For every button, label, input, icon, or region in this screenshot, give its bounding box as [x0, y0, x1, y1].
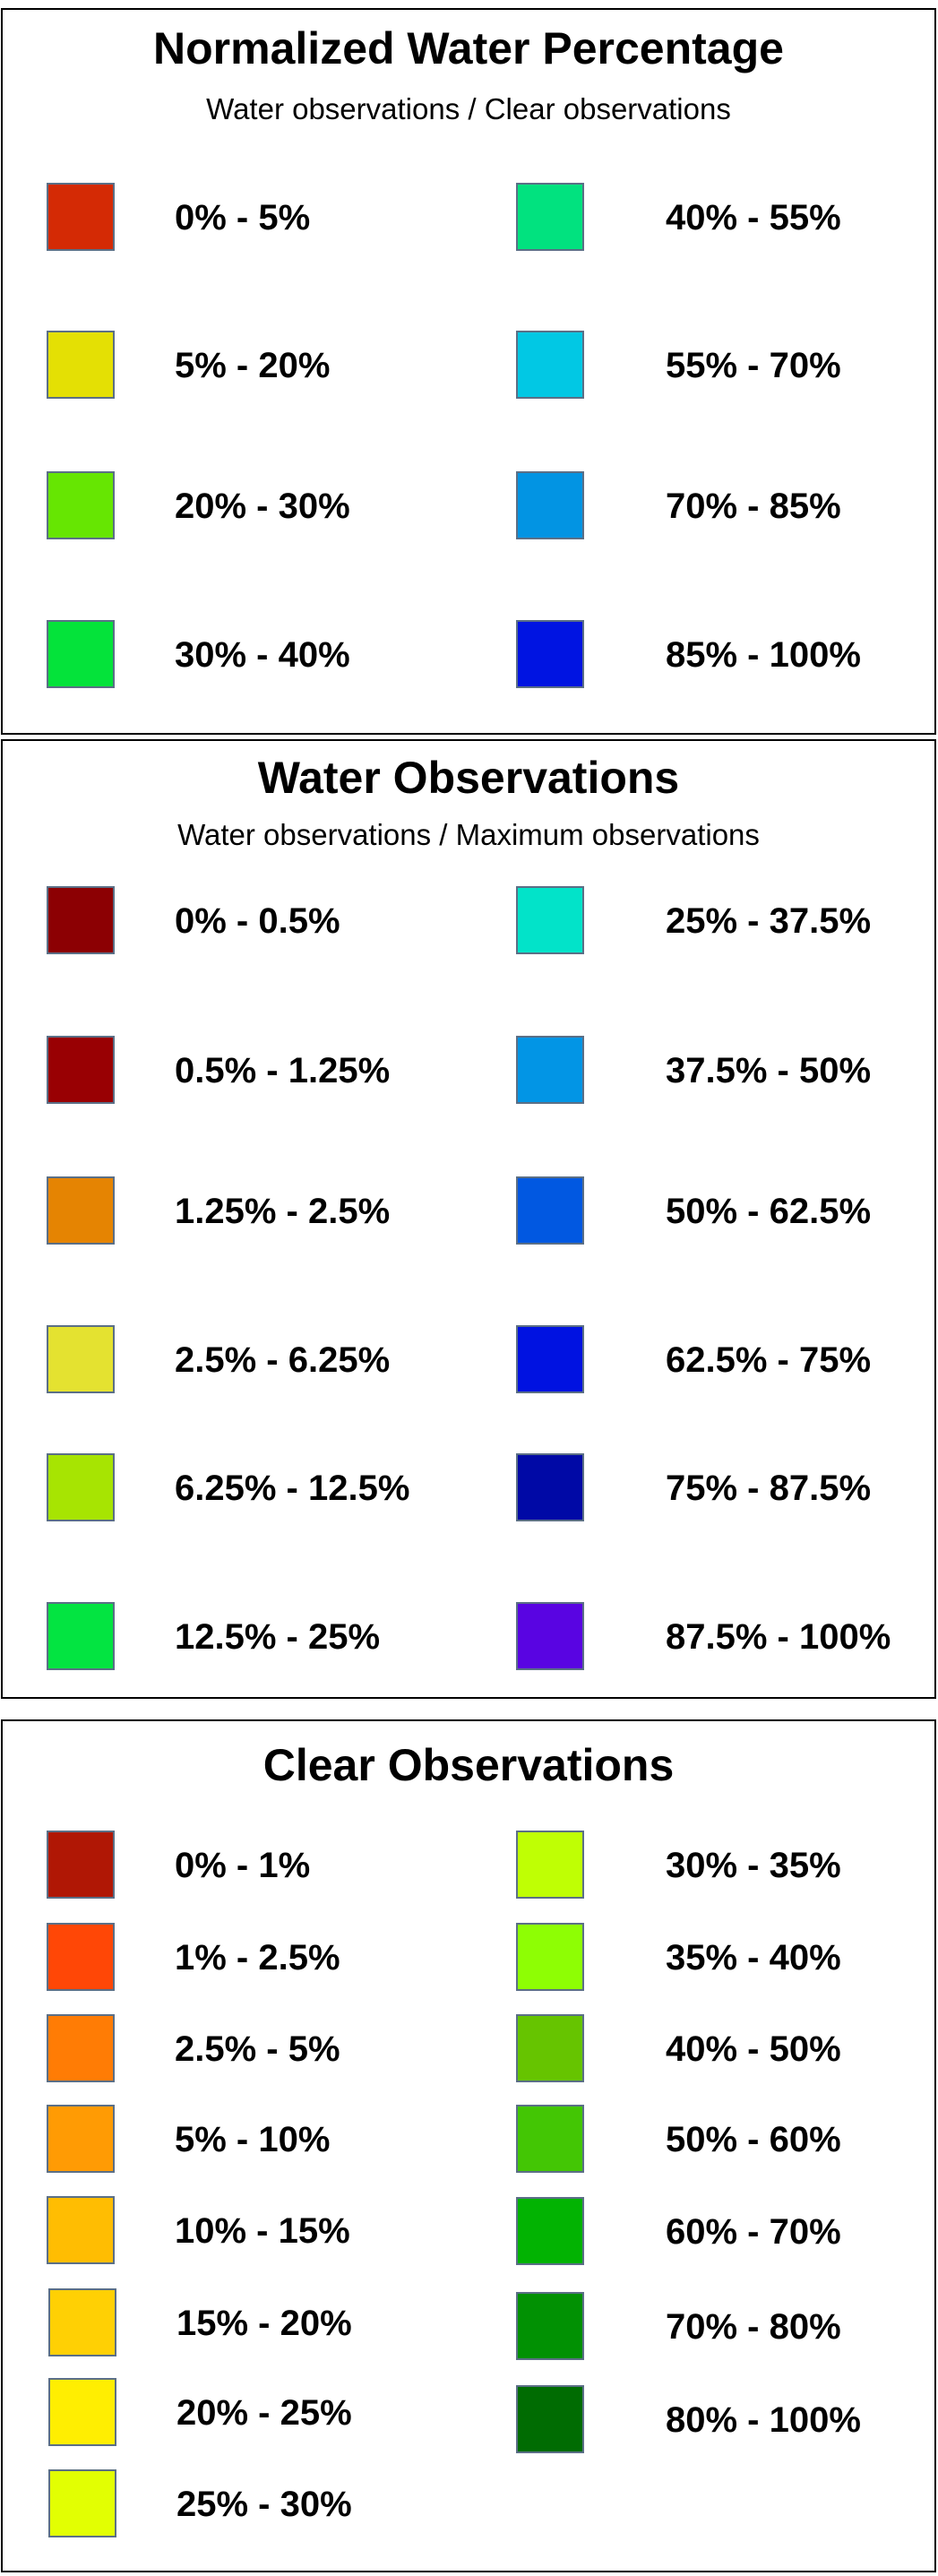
color-swatch: [47, 1325, 115, 1393]
color-swatch: [516, 1923, 584, 1991]
range-label: 70% - 80%: [666, 2307, 841, 2347]
color-swatch: [516, 2197, 584, 2265]
color-swatch: [516, 620, 584, 688]
range-label: 1% - 2.5%: [175, 1938, 340, 1977]
color-swatch: [48, 2469, 116, 2537]
range-label: 0% - 5%: [175, 198, 311, 237]
range-label: 60% - 70%: [666, 2212, 841, 2252]
range-label: 40% - 55%: [666, 198, 841, 237]
range-label: 15% - 20%: [176, 2304, 352, 2343]
range-label: 35% - 40%: [666, 1938, 841, 1977]
color-swatch: [516, 1831, 584, 1899]
color-swatch: [516, 471, 584, 539]
color-swatch: [47, 1036, 115, 1104]
range-label: 50% - 60%: [666, 2120, 841, 2159]
color-swatch: [47, 1831, 115, 1899]
range-label: 5% - 10%: [175, 2120, 331, 2159]
range-label: 30% - 35%: [666, 1846, 841, 1885]
color-swatch: [47, 471, 115, 539]
legend-panel-normalized-water-percentage: Normalized Water Percentage Water observ…: [1, 8, 936, 735]
range-label: 50% - 62.5%: [666, 1192, 872, 1231]
range-label: 5% - 20%: [175, 346, 331, 385]
color-swatch: [47, 886, 115, 954]
range-label: 87.5% - 100%: [666, 1617, 891, 1657]
range-label: 55% - 70%: [666, 346, 841, 385]
color-swatch: [516, 2105, 584, 2173]
range-label: 30% - 40%: [175, 635, 350, 675]
color-swatch: [516, 2014, 584, 2082]
color-swatch: [47, 2196, 115, 2264]
panel-title: Normalized Water Percentage: [153, 23, 784, 73]
range-label: 75% - 87.5%: [666, 1469, 872, 1508]
color-swatch: [516, 1036, 584, 1104]
color-swatch: [516, 1176, 584, 1245]
color-swatch: [516, 1453, 584, 1521]
range-label: 2.5% - 5%: [175, 2029, 340, 2069]
color-swatch: [47, 2014, 115, 2082]
range-label: 0.5% - 1.25%: [175, 1051, 391, 1090]
range-label: 80% - 100%: [666, 2400, 861, 2440]
range-label: 37.5% - 50%: [666, 1051, 872, 1090]
color-swatch: [47, 183, 115, 251]
color-swatch: [516, 1602, 584, 1670]
color-swatch: [47, 620, 115, 688]
panel-title: Clear Observations: [262, 1740, 675, 1790]
color-swatch: [47, 1453, 115, 1521]
range-label: 0% - 1%: [175, 1846, 311, 1885]
range-label: 6.25% - 12.5%: [175, 1469, 410, 1508]
color-swatch: [47, 1602, 115, 1670]
panel-subtitle: Water observations / Maximum observation…: [177, 818, 760, 851]
color-swatch: [516, 886, 584, 954]
range-label: 70% - 85%: [666, 487, 841, 526]
range-label: 10% - 15%: [175, 2211, 350, 2251]
range-label: 20% - 30%: [175, 487, 350, 526]
range-label: 0% - 0.5%: [175, 901, 340, 941]
range-label: 25% - 37.5%: [666, 901, 872, 941]
range-label: 85% - 100%: [666, 635, 861, 675]
color-swatch: [47, 2105, 115, 2173]
panel-subtitle: Water observations / Clear observations: [206, 92, 731, 125]
range-label: 2.5% - 6.25%: [175, 1340, 391, 1380]
range-label: 1.25% - 2.5%: [175, 1192, 391, 1231]
color-swatch: [516, 1325, 584, 1393]
range-label: 20% - 25%: [176, 2393, 352, 2433]
color-swatch: [48, 2378, 116, 2446]
range-label: 12.5% - 25%: [175, 1617, 381, 1657]
color-swatch: [48, 2288, 116, 2356]
color-swatch: [47, 331, 115, 399]
color-swatch: [47, 1176, 115, 1245]
color-swatch: [516, 2385, 584, 2453]
legend-panel-clear-observations: Clear Observations 0% - 1% 1% - 2.5% 2.5…: [1, 1719, 936, 2572]
legend-panel-water-observations: Water Observations Water observations / …: [1, 739, 936, 1699]
color-swatch: [516, 331, 584, 399]
range-label: 62.5% - 75%: [666, 1340, 872, 1380]
panel-title: Water Observations: [257, 753, 680, 803]
color-swatch: [516, 2292, 584, 2360]
color-swatch: [516, 183, 584, 251]
range-label: 40% - 50%: [666, 2029, 841, 2069]
color-swatch: [47, 1923, 115, 1991]
range-label: 25% - 30%: [176, 2485, 352, 2524]
